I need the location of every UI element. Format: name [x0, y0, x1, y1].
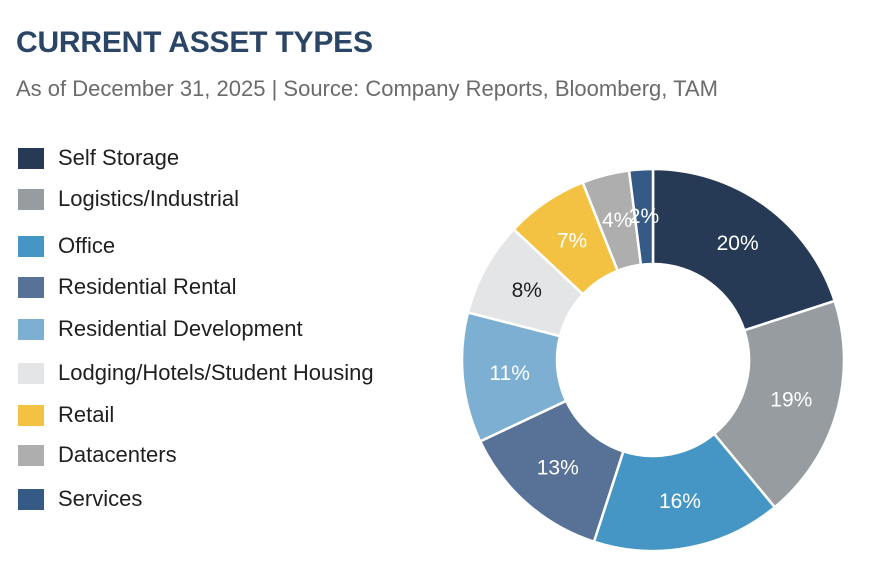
legend-swatch — [18, 188, 44, 210]
legend-item: Retail — [18, 402, 114, 428]
legend-item: Residential Rental — [18, 274, 237, 300]
legend-label: Lodging/Hotels/Student Housing — [58, 360, 374, 385]
donut-slice — [592, 432, 777, 553]
slice-label: 11% — [489, 362, 529, 385]
legend-item: Datacenters — [18, 442, 177, 468]
legend-label: Office — [58, 233, 116, 258]
legend-item: Lodging/Hotels/Student Housing — [18, 360, 374, 386]
legend-item: Residential Development — [18, 316, 303, 342]
legend-item: Self Storage — [18, 145, 179, 171]
legend-swatch — [18, 276, 44, 298]
chart-subtitle: As of December 31, 2025 | Source: Compan… — [16, 76, 718, 101]
legend-swatch — [18, 488, 44, 510]
legend-item: Services — [18, 486, 142, 512]
slice-label: 4% — [602, 209, 632, 232]
legend-label: Self Storage — [58, 145, 180, 170]
donut-slice — [651, 167, 837, 332]
slice-label: 7% — [557, 229, 587, 252]
legend-swatch — [18, 235, 44, 257]
donut-slice — [627, 167, 655, 267]
legend: Self Storage Logistics/Industrial Office Re… — [18, 0, 448, 588]
slice-label: 20% — [717, 232, 759, 255]
legend-swatch — [18, 362, 44, 384]
slice-label: 16% — [659, 490, 701, 513]
legend-label: Services — [58, 486, 143, 511]
legend-swatch — [18, 444, 44, 466]
legend-swatch — [18, 318, 44, 340]
legend-swatch — [18, 147, 44, 169]
slice-label: 2% — [629, 205, 659, 228]
slice-label: 13% — [537, 457, 579, 480]
chart-title: CURRENT ASSET TYPES — [16, 26, 373, 59]
slice-label: 8% — [512, 279, 542, 302]
legend-label: Residential Rental — [58, 274, 237, 299]
legend-item: Office — [18, 233, 115, 259]
legend-item: Logistics/Industrial — [18, 186, 239, 212]
legend-label: Retail — [58, 402, 115, 427]
legend-swatch — [18, 404, 44, 426]
donut-slice — [712, 299, 846, 509]
legend-label: Residential Development — [58, 316, 303, 341]
slice-label: 19% — [770, 389, 812, 412]
legend-label: Datacenters — [58, 442, 177, 467]
legend-label: Logistics/Industrial — [58, 186, 239, 211]
